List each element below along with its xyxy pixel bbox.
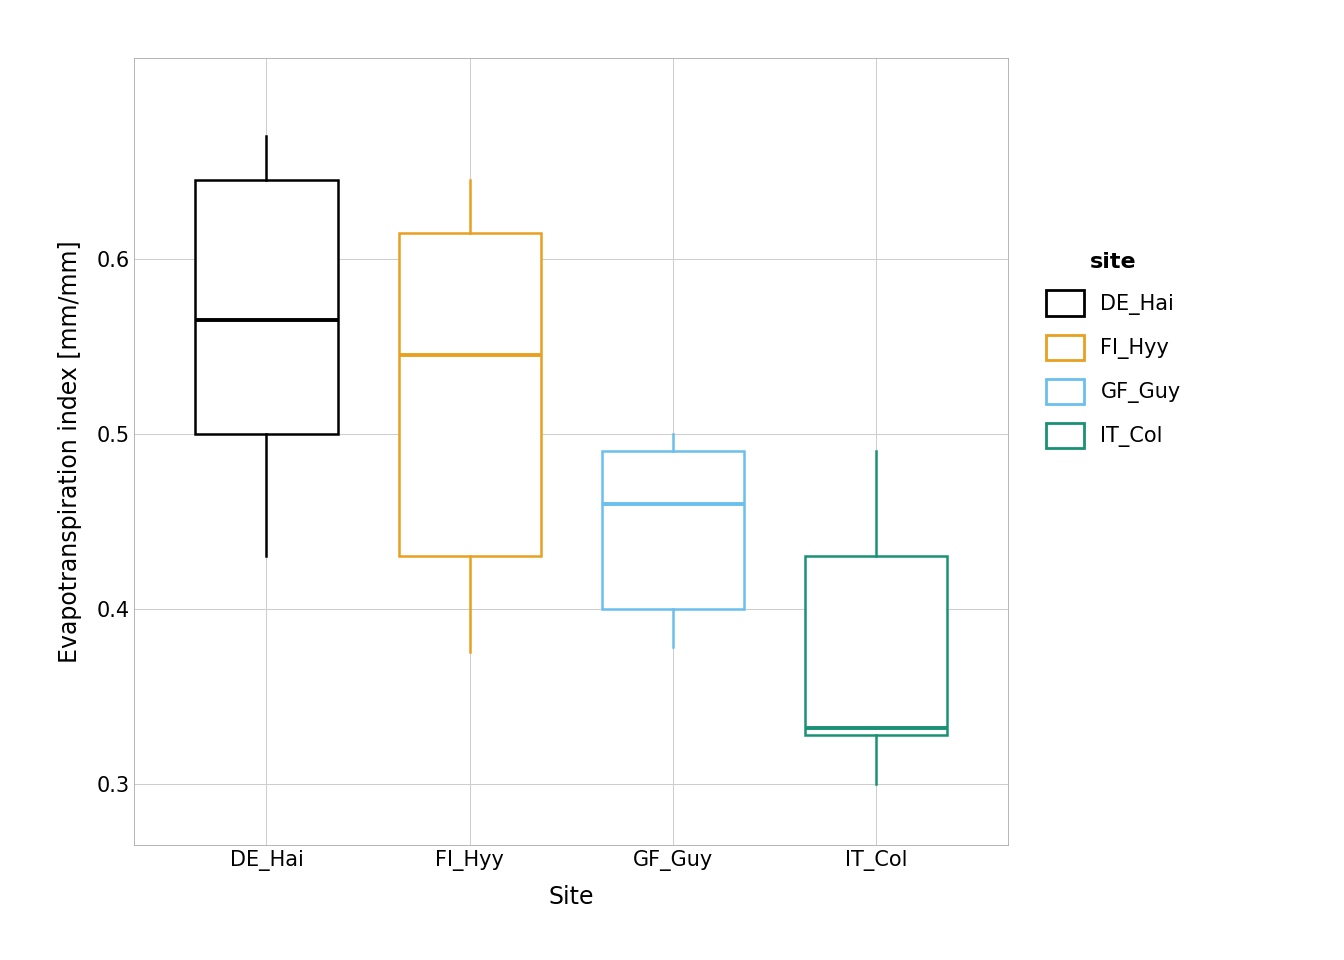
X-axis label: Site: Site: [548, 884, 594, 908]
Bar: [602, 451, 743, 609]
Bar: [805, 556, 948, 734]
Legend: DE_Hai, FI_Hyy, GF_Guy, IT_Col: DE_Hai, FI_Hyy, GF_Guy, IT_Col: [1036, 241, 1191, 459]
Bar: [195, 180, 337, 434]
Bar: [399, 232, 540, 556]
Y-axis label: Evapotranspiration index [mm/mm]: Evapotranspiration index [mm/mm]: [58, 240, 82, 662]
